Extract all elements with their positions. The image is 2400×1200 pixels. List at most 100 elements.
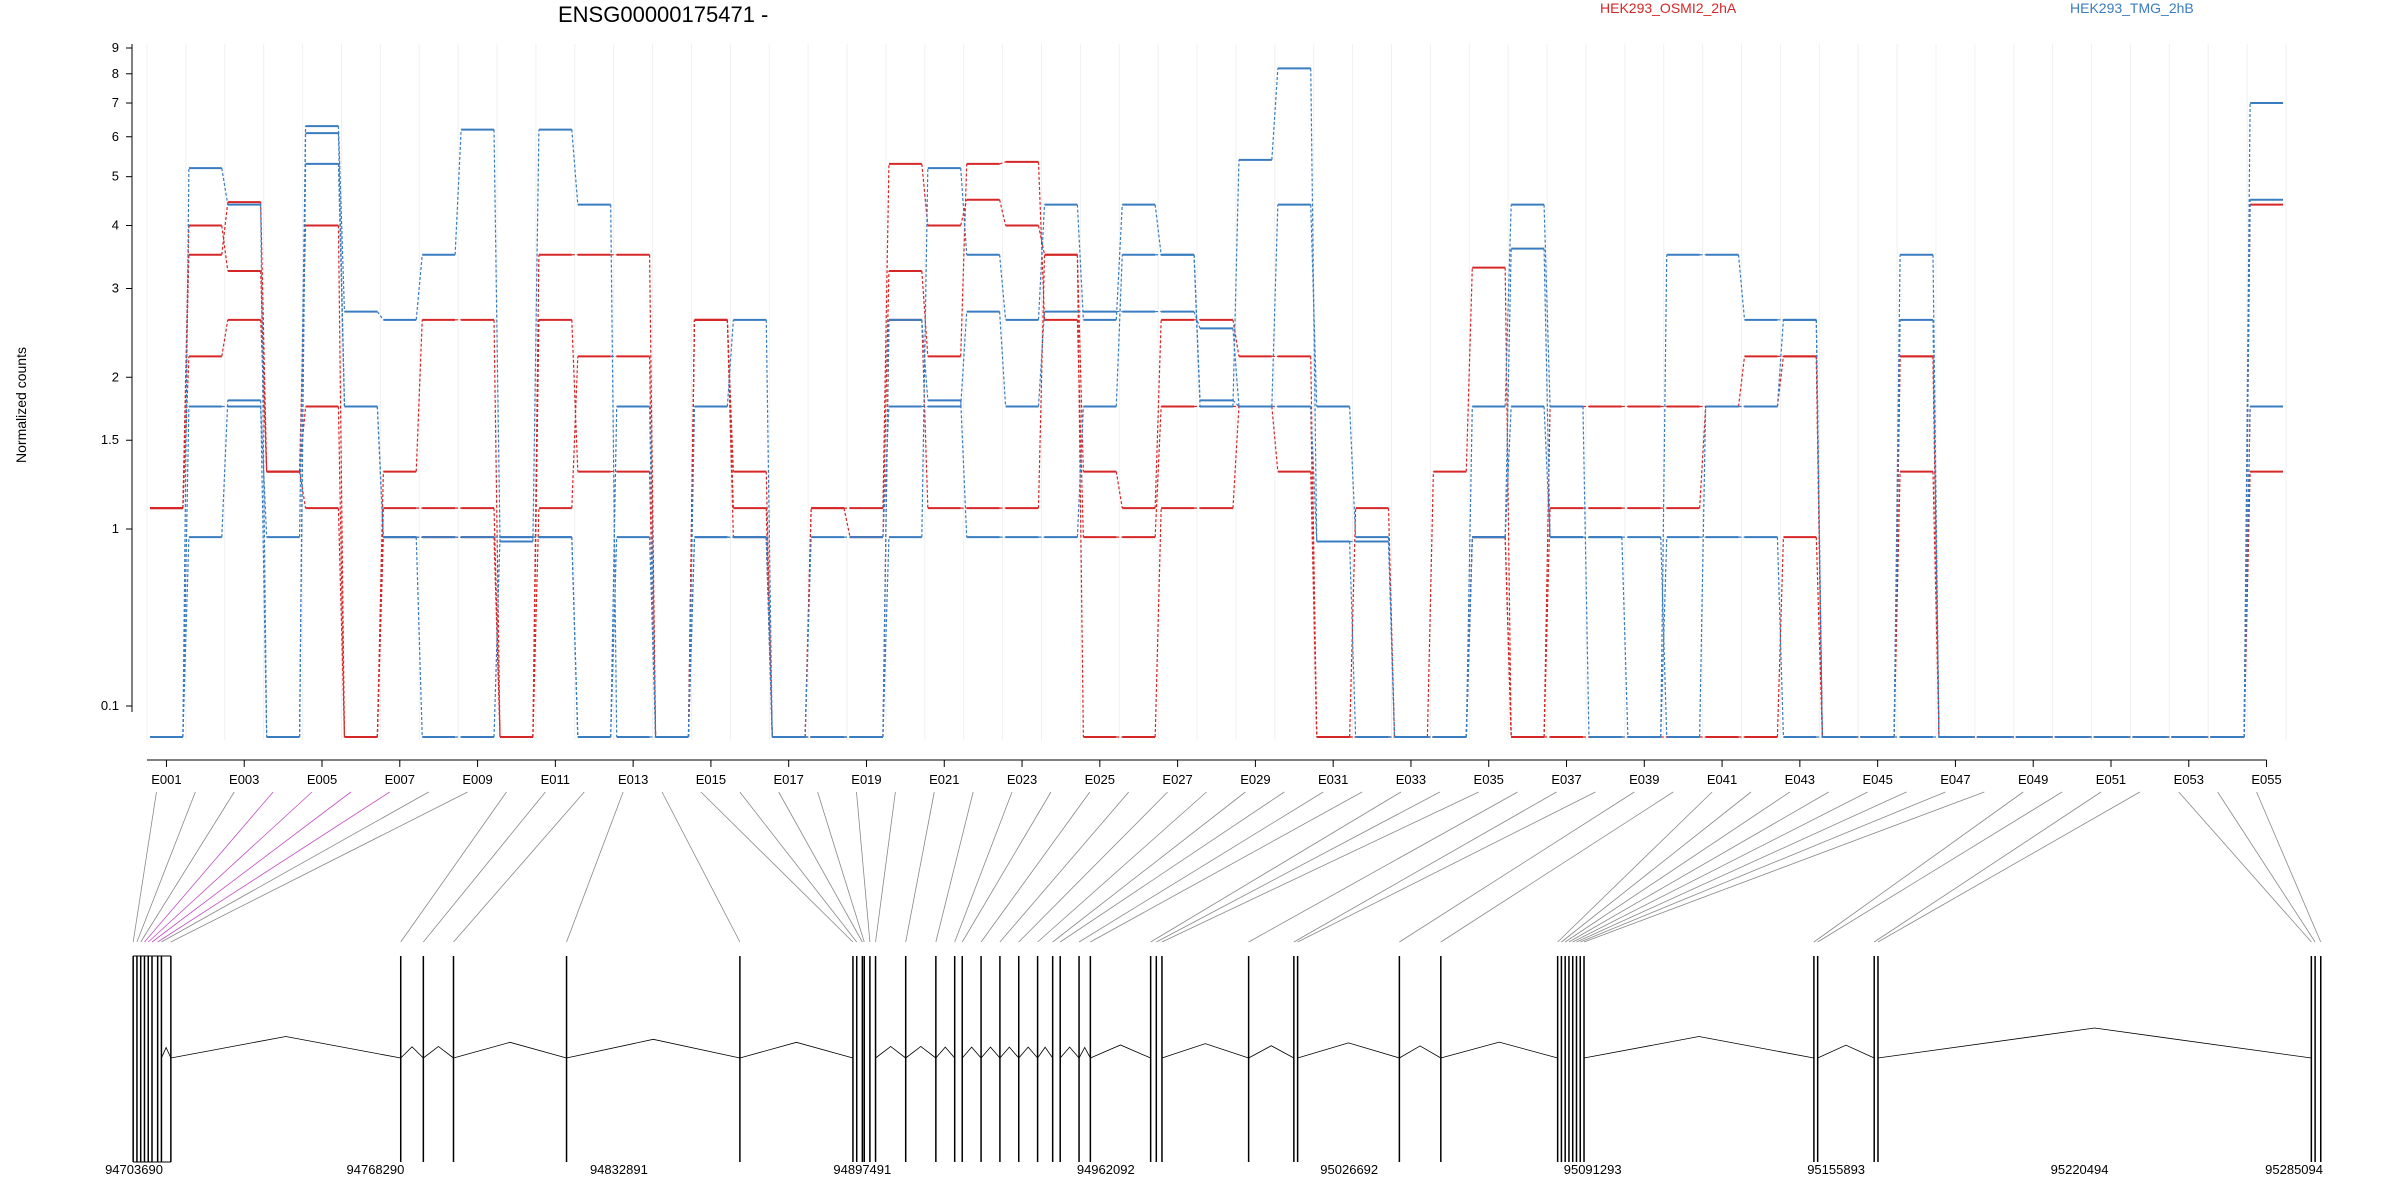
series-connector xyxy=(1115,204,1123,320)
x-tick-label: E005 xyxy=(307,772,337,787)
series-connector xyxy=(2243,406,2251,738)
series-connector xyxy=(1310,204,1318,407)
series-connector xyxy=(182,225,190,509)
exon-connector xyxy=(1399,791,1635,943)
intron-chevron xyxy=(170,1036,401,1059)
series-connector xyxy=(260,270,268,472)
series-connector xyxy=(921,168,929,538)
series-connector xyxy=(571,319,579,472)
exon-connector xyxy=(1156,791,1441,943)
series-connector xyxy=(1504,204,1512,407)
series-connector xyxy=(687,319,696,738)
exon-connector xyxy=(1052,791,1246,943)
series-connector xyxy=(493,537,501,738)
intron-chevron xyxy=(453,1041,567,1059)
series-connector xyxy=(337,126,346,312)
y-tick-label: 7 xyxy=(112,95,119,110)
series-connector xyxy=(376,508,384,738)
exon-connector xyxy=(1817,791,2063,943)
series-connector xyxy=(376,311,384,321)
series-connector xyxy=(882,270,890,538)
series-connector xyxy=(571,129,579,205)
series-connector xyxy=(648,537,657,738)
x-tick-label: E045 xyxy=(1862,772,1892,787)
series-connector xyxy=(1737,356,1746,407)
series-connector xyxy=(1115,471,1123,509)
x-tick-label: E041 xyxy=(1707,772,1737,787)
genome-coordinate-label: 94703690 xyxy=(105,1162,163,1177)
series-connector xyxy=(182,356,190,509)
series-connector xyxy=(1699,406,1707,738)
exon-connector xyxy=(1572,791,1868,943)
exon-connector xyxy=(954,791,1013,943)
exon-connector xyxy=(739,791,858,943)
series-connector xyxy=(1271,204,1279,407)
series-connector xyxy=(999,254,1007,320)
x-tick-label: E015 xyxy=(696,772,726,787)
exon-connectors xyxy=(132,791,2322,943)
genome-coordinate-label: 95155893 xyxy=(1807,1162,1865,1177)
series-connector xyxy=(687,537,696,738)
series-connector xyxy=(1932,319,1940,738)
series-connector xyxy=(1349,541,1357,738)
x-tick-label: E021 xyxy=(929,772,959,787)
series-connector xyxy=(1543,406,1551,738)
y-tick-label: 4 xyxy=(112,218,119,233)
intron-chevron xyxy=(1399,1045,1442,1059)
series-connector xyxy=(1465,406,1473,738)
exon-connector xyxy=(1090,791,1363,943)
series-connector xyxy=(1543,508,1551,738)
x-tick-label: E051 xyxy=(2096,772,2126,787)
intron-chevron xyxy=(980,1046,1001,1059)
genome-coordinate-label: 94897491 xyxy=(833,1162,891,1177)
series-connector xyxy=(1426,471,1434,738)
exon-connector xyxy=(961,791,1052,943)
series-connector xyxy=(1387,537,1396,738)
series-connector xyxy=(999,311,1007,407)
exon-connector xyxy=(1561,791,1752,943)
series-connector xyxy=(1349,508,1357,738)
series-connector xyxy=(1504,537,1512,738)
exon-connector xyxy=(132,791,157,943)
series-connector xyxy=(1582,406,1590,738)
exon-connector xyxy=(1248,791,1518,943)
exon-connector xyxy=(1877,791,2141,943)
series-connector xyxy=(960,311,968,407)
exon-connector xyxy=(856,791,871,943)
exon-connector xyxy=(980,791,1091,943)
series-connector xyxy=(1310,406,1318,542)
x-tick-label: E013 xyxy=(618,772,648,787)
series-connector xyxy=(1037,311,1046,407)
series-connector xyxy=(1465,537,1473,738)
x-tick-label: E033 xyxy=(1396,772,1426,787)
series-connector xyxy=(571,356,579,509)
exon-connector xyxy=(778,791,863,943)
series-connector xyxy=(221,319,229,357)
exon-connector xyxy=(1297,791,1596,943)
series-connector xyxy=(1349,406,1357,538)
intron-chevron xyxy=(566,1038,740,1059)
intron-chevron xyxy=(1090,1044,1151,1059)
genome-axis: 94703690 94768290 94832891 94897491 94962092… xyxy=(105,1162,2323,1177)
series-connector xyxy=(221,400,229,538)
series-connector xyxy=(1543,204,1551,407)
series-connector xyxy=(2243,199,2251,738)
series-connector xyxy=(493,319,501,738)
series-connector xyxy=(999,199,1007,226)
exon-connector xyxy=(1557,791,1713,943)
series-connector xyxy=(260,204,268,738)
series-connector xyxy=(610,406,618,738)
x-tick-label: E011 xyxy=(541,772,570,787)
series-connector xyxy=(1660,537,1668,738)
series-connector xyxy=(1193,254,1201,401)
series-connector xyxy=(376,406,384,538)
y-tick-label: 2 xyxy=(112,369,119,384)
y-tick-label: 8 xyxy=(112,66,119,81)
series-connector xyxy=(960,400,968,538)
grid-lines xyxy=(146,44,2287,740)
series-line xyxy=(150,162,2283,738)
series-connector xyxy=(882,163,890,509)
series-connector xyxy=(337,406,346,738)
exon-connector xyxy=(1568,791,1829,943)
